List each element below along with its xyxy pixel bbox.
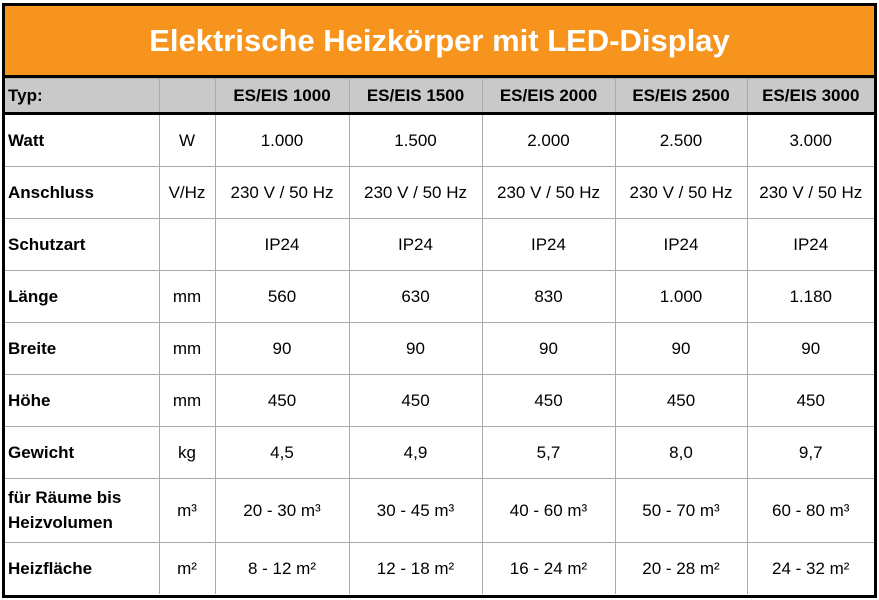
header-cell: ES/EIS 1500 <box>348 78 483 115</box>
table-cell: 230 V / 50 Hz <box>481 166 616 219</box>
table-cell: W <box>158 113 216 167</box>
cell-line: Heizvolumen <box>8 512 113 532</box>
table-cell: 230 V / 50 Hz <box>614 166 748 219</box>
spec-table: Typ: ES/EIS 1000 ES/EIS 1500 ES/EIS 2000 ES/… <box>5 78 874 594</box>
row-label: Höhe <box>5 374 160 427</box>
table-cell: mm <box>158 322 216 375</box>
table-cell: mm <box>158 374 216 427</box>
table-cell: kg <box>158 426 216 479</box>
table-cell: 830 <box>481 270 616 323</box>
table-cell: IP24 <box>614 218 748 271</box>
table-cell: 630 <box>348 270 483 323</box>
page: Elektrische Heizkörper mit LED-Display T… <box>2 3 877 598</box>
table-cell: IP24 <box>746 218 874 271</box>
table-cell: 90 <box>348 322 483 375</box>
table-cell: 5,7 <box>481 426 616 479</box>
table-row: Anschluss V/Hz 230 V / 50 Hz 230 V / 50 Hz 2… <box>5 166 874 219</box>
table-cell: 90 <box>481 322 616 375</box>
title: Elektrische Heizkörper mit LED-Display <box>5 6 874 78</box>
table-cell: 2.000 <box>481 113 616 167</box>
row-label: für Räume bis Heizvolumen <box>5 478 160 543</box>
table-row: für Räume bis Heizvolumen m³ 20 - 30 m³ 30 -… <box>5 478 874 543</box>
row-label: Länge <box>5 270 160 323</box>
table-cell: 230 V / 50 Hz <box>746 166 874 219</box>
table-row: Heizfläche m² 8 - 12 m² 12 - 18 m² 16 - 24 m… <box>5 542 874 594</box>
row-label: Watt <box>5 113 160 167</box>
table-cell: 90 <box>614 322 748 375</box>
table-cell: 2.500 <box>614 113 748 167</box>
table-cell: 9,7 <box>746 426 874 479</box>
table-cell: 60 - 80 m³ <box>746 478 874 543</box>
header-cell <box>158 78 216 115</box>
table-cell: 12 - 18 m² <box>348 542 483 594</box>
table-cell: IP24 <box>481 218 616 271</box>
table-cell: 230 V / 50 Hz <box>348 166 483 219</box>
table-cell: 450 <box>348 374 483 427</box>
cell-line: für Räume bis <box>8 487 122 507</box>
row-label: Breite <box>5 322 160 375</box>
table-cell: 230 V / 50 Hz <box>214 166 350 219</box>
table-cell: 4,5 <box>214 426 350 479</box>
table-cell: 450 <box>614 374 748 427</box>
table-cell: 450 <box>214 374 350 427</box>
table-cell: 90 <box>746 322 874 375</box>
table-cell: 1.180 <box>746 270 874 323</box>
header-cell: ES/EIS 2000 <box>481 78 616 115</box>
table-cell: 24 - 32 m² <box>746 542 874 594</box>
table-row: Watt W 1.000 1.500 2.000 2.500 3.000 <box>5 113 874 167</box>
row-label: Anschluss <box>5 166 160 219</box>
table-cell: 8 - 12 m² <box>214 542 350 594</box>
table-cell: 1.500 <box>348 113 483 167</box>
header-cell: ES/EIS 1000 <box>214 78 350 115</box>
header-cell: ES/EIS 2500 <box>614 78 748 115</box>
table-cell: 30 - 45 m³ <box>348 478 483 543</box>
table-cell: 20 - 28 m² <box>614 542 748 594</box>
header-cell: Typ: <box>5 78 160 115</box>
table-cell: IP24 <box>348 218 483 271</box>
row-label: Schutzart <box>5 218 160 271</box>
table-cell: 3.000 <box>746 113 874 167</box>
row-label: Gewicht <box>5 426 160 479</box>
table-cell: 450 <box>746 374 874 427</box>
table-cell: 16 - 24 m² <box>481 542 616 594</box>
table-cell: V/Hz <box>158 166 216 219</box>
table-cell: 4,9 <box>348 426 483 479</box>
table-cell: 20 - 30 m³ <box>214 478 350 543</box>
table-cell: mm <box>158 270 216 323</box>
table-cell: 560 <box>214 270 350 323</box>
table-cell: 450 <box>481 374 616 427</box>
table-cell: 1.000 <box>614 270 748 323</box>
table-row: Länge mm 560 630 830 1.000 1.180 <box>5 270 874 323</box>
table-cell: 50 - 70 m³ <box>614 478 748 543</box>
row-label: Heizfläche <box>5 542 160 594</box>
table-cell: IP24 <box>214 218 350 271</box>
table-row: Höhe mm 450 450 450 450 450 <box>5 374 874 427</box>
table-cell: m³ <box>158 478 216 543</box>
table-cell: 90 <box>214 322 350 375</box>
header-cell: ES/EIS 3000 <box>746 78 874 115</box>
table-row: Breite mm 90 90 90 90 90 <box>5 322 874 375</box>
table-cell: m² <box>158 542 216 594</box>
header-row: Typ: ES/EIS 1000 ES/EIS 1500 ES/EIS 2000 ES/… <box>5 78 874 115</box>
table-row: Schutzart IP24 IP24 IP24 IP24 IP24 <box>5 218 874 271</box>
table-row: Gewicht kg 4,5 4,9 5,7 8,0 9,7 <box>5 426 874 479</box>
table-cell <box>158 218 216 271</box>
table-cell: 40 - 60 m³ <box>481 478 616 543</box>
table-body: Typ: ES/EIS 1000 ES/EIS 1500 ES/EIS 2000 ES/… <box>5 78 874 594</box>
table-cell: 1.000 <box>214 113 350 167</box>
table-cell: 8,0 <box>614 426 748 479</box>
